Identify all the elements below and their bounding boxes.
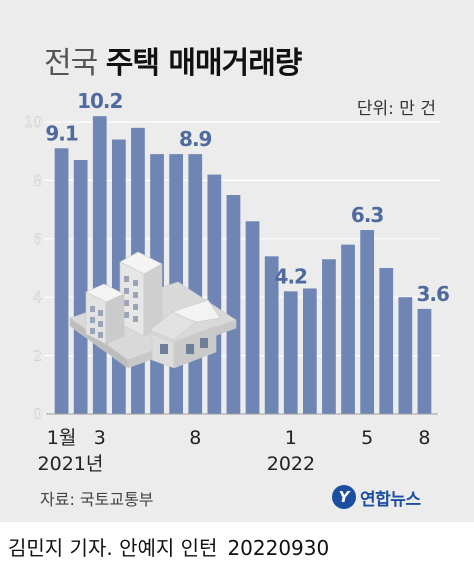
data-label: 6.3 [351, 203, 384, 227]
tower-window [124, 300, 129, 306]
year-label: 2022 [267, 453, 315, 475]
x-tick-label: 8 [418, 427, 430, 449]
house-illustration [69, 251, 237, 369]
byline-date: 20220930 [227, 536, 330, 560]
data-label: 8.9 [179, 127, 212, 151]
bar [398, 297, 413, 414]
apt-window [90, 328, 95, 334]
bar [341, 244, 355, 414]
house-window [186, 344, 194, 354]
y-tick-label: 8 [33, 173, 42, 189]
x-tick-label: 1 [285, 427, 297, 449]
bar [92, 116, 107, 414]
bar [54, 148, 69, 414]
bar [73, 159, 88, 414]
x-tick-label: 8 [189, 427, 201, 449]
bar [264, 256, 279, 414]
title-main: 주택 매매거래량 [105, 46, 303, 81]
y-tick-label: 0 [33, 407, 42, 423]
apt-right [105, 293, 125, 345]
apt-window [98, 332, 103, 338]
tower-window [124, 312, 129, 318]
y-tick-label: 6 [33, 232, 42, 248]
tower-window [133, 280, 138, 286]
x-tick-label: 1월 [47, 427, 77, 449]
apt-window [90, 317, 95, 323]
tower-window [133, 292, 138, 298]
chart-title: 전국 주택 매매거래량 [44, 38, 303, 82]
data-label: 4.2 [275, 264, 308, 288]
bar [379, 268, 394, 414]
chart-card: 전국 주택 매매거래량 단위: 만 건 0 2 4 6 8 10 1월 3 8 1 5 8 2021년… [0, 0, 474, 522]
yonhap-logo: Y 연합뉴스 [332, 482, 440, 512]
logo-icon: Y [332, 485, 356, 509]
house-roof-right [171, 299, 221, 323]
x-tick-label: 5 [361, 427, 373, 449]
logo-text: 연합뉴스 [360, 489, 421, 510]
source-note: 자료: 국토교통부 [40, 490, 154, 509]
house-window [160, 344, 168, 354]
bar-chart: 0 2 4 6 8 10 1월 3 8 1 5 8 2021년 2022 9.1 10.2 8.9 4.2 6.3… [24, 89, 450, 475]
data-label: 3.6 [416, 282, 449, 306]
y-tick-label: 10 [24, 115, 42, 131]
year-label: 2021년 [38, 453, 104, 475]
tower-window [133, 316, 138, 322]
bar [417, 308, 432, 414]
bar [245, 221, 260, 414]
byline-credit: 김민지 기자. 안예지 인턴 [8, 536, 218, 560]
house-window [200, 338, 208, 348]
data-label: 9.1 [45, 121, 78, 145]
bar [360, 230, 375, 414]
bar [322, 259, 336, 414]
bar [188, 154, 203, 414]
apt-window [98, 310, 103, 316]
data-label: 10.2 [77, 89, 122, 113]
x-tick-label: 3 [94, 427, 106, 449]
y-tick-label: 2 [33, 349, 42, 365]
tower-window [124, 288, 129, 294]
apt-window [98, 321, 103, 327]
tower-window [124, 276, 129, 282]
bar [207, 174, 222, 414]
title-region: 전국 [44, 46, 98, 81]
bar [302, 288, 317, 414]
bar [283, 291, 298, 414]
y-tick-label: 4 [33, 290, 42, 306]
house-side [173, 325, 217, 369]
unit-label: 단위: 만 건 [356, 99, 436, 119]
bar [226, 195, 241, 414]
apt-window [90, 306, 95, 312]
tower-window [133, 304, 138, 310]
byline: 김민지 기자. 안예지 인턴 20220930 [8, 532, 329, 561]
